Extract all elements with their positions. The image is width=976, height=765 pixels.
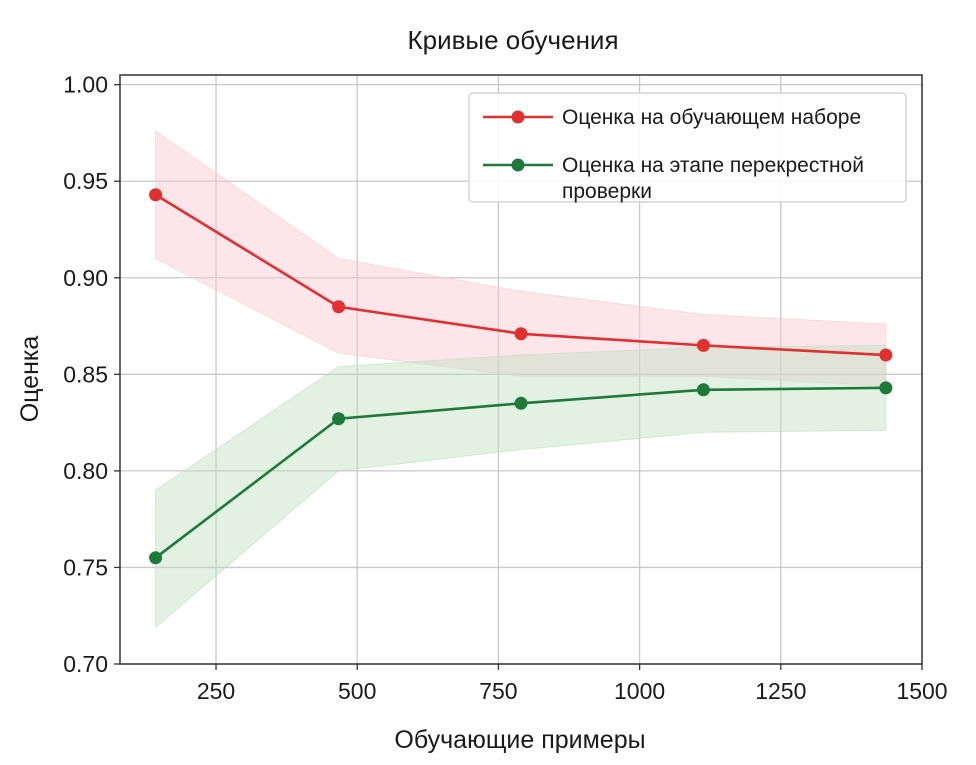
series-1-band xyxy=(155,344,887,629)
y-tick-label-3: 0.85 xyxy=(63,361,108,387)
x-axis-label: Обучающие примеры xyxy=(394,726,645,754)
x-tick-label-1: 500 xyxy=(338,678,376,704)
x-tick-label-3: 1000 xyxy=(614,678,665,704)
series-0-point-0 xyxy=(149,188,163,202)
confidence-bands xyxy=(155,130,887,629)
y-tick-label-2: 0.80 xyxy=(63,458,108,484)
x-axis-ticks: 250 500 750 1000 1250 1500 xyxy=(197,664,948,704)
legend: Оценка на обучающем наборе Оценка на этап… xyxy=(468,92,907,203)
y-tick-label-5: 0.95 xyxy=(63,168,108,194)
series-1-point-4 xyxy=(879,381,893,395)
legend-marker-0 xyxy=(511,110,525,124)
y-tick-label-0: 0.70 xyxy=(63,651,108,677)
x-tick-label-4: 1250 xyxy=(755,678,806,704)
plot-frame xyxy=(119,74,923,665)
y-tick-label-4: 0.90 xyxy=(63,265,108,291)
y-tick-label-1: 0.75 xyxy=(63,554,108,580)
y-axis-label: Оценка xyxy=(16,336,44,423)
series-0-point-4 xyxy=(879,348,893,362)
x-tick-label-5: 1500 xyxy=(896,678,947,704)
x-tick-label-2: 750 xyxy=(479,678,517,704)
legend-label-0: Оценка на обучающем наборе xyxy=(562,106,861,129)
legend-marker-1 xyxy=(511,158,525,172)
series-0-point-1 xyxy=(332,300,346,314)
series-points xyxy=(149,188,893,565)
legend-box xyxy=(468,92,907,203)
series-1-point-3 xyxy=(696,383,710,397)
series-1-point-1 xyxy=(332,412,346,426)
y-tick-label-6: 1.00 xyxy=(63,72,108,98)
series-0-point-3 xyxy=(696,338,710,352)
y-axis-ticks: 0.70 0.75 0.80 0.85 0.90 0.95 1.00 xyxy=(63,72,120,677)
series-0-point-2 xyxy=(514,327,528,341)
series-1-point-0 xyxy=(149,551,163,565)
x-tick-label-0: 250 xyxy=(197,678,235,704)
chart-title: Кривые обучения xyxy=(407,25,618,55)
legend-label-1: Оценка на этапе перекрестной проверки xyxy=(562,154,864,203)
series-1-point-2 xyxy=(514,396,528,410)
